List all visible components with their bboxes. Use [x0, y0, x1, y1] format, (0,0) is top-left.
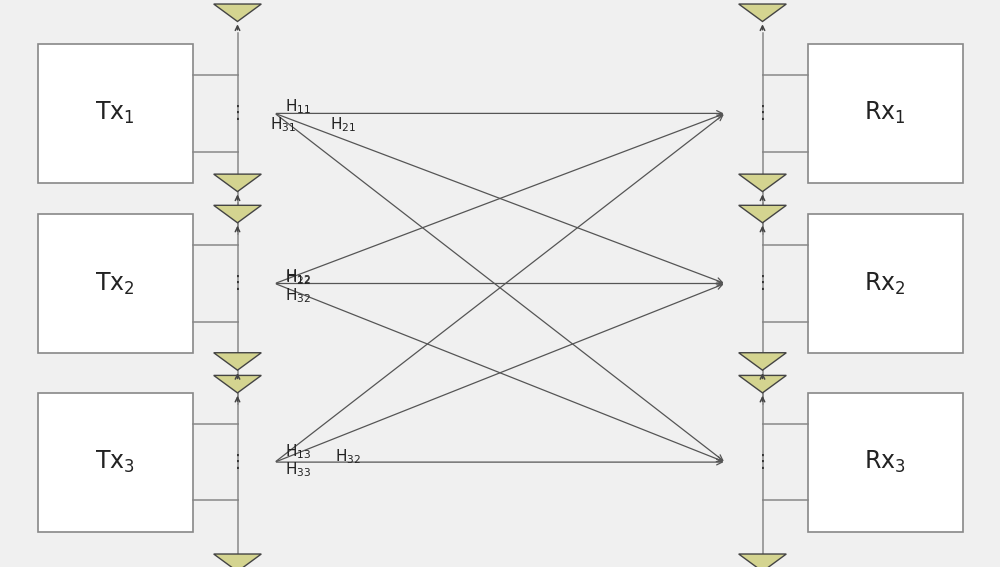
Text: Rx$_2$: Rx$_2$: [864, 270, 906, 297]
Text: ⋮: ⋮: [754, 274, 772, 293]
FancyBboxPatch shape: [38, 392, 192, 532]
Text: Tx$_1$: Tx$_1$: [95, 100, 135, 126]
Text: H$_{32}$: H$_{32}$: [285, 287, 311, 305]
Polygon shape: [739, 554, 786, 567]
Text: Rx$_3$: Rx$_3$: [864, 449, 906, 475]
FancyBboxPatch shape: [38, 214, 192, 353]
FancyBboxPatch shape: [808, 392, 962, 532]
Text: ⋮: ⋮: [754, 453, 772, 471]
Text: Rx$_1$: Rx$_1$: [864, 100, 906, 126]
Text: ⋮: ⋮: [228, 104, 246, 122]
Polygon shape: [739, 174, 786, 192]
Polygon shape: [739, 375, 786, 393]
Text: ⋮: ⋮: [228, 274, 246, 293]
Polygon shape: [214, 4, 261, 22]
Text: H$_{13}$: H$_{13}$: [285, 443, 311, 461]
Text: ⋮: ⋮: [754, 104, 772, 122]
Text: H$_{31}$: H$_{31}$: [270, 116, 296, 134]
Text: H$_{22}$: H$_{22}$: [285, 269, 311, 287]
Text: H$_{32}$: H$_{32}$: [335, 447, 361, 466]
Text: Tx$_2$: Tx$_2$: [95, 270, 135, 297]
Text: Tx$_3$: Tx$_3$: [95, 449, 135, 475]
Polygon shape: [739, 205, 786, 223]
Polygon shape: [739, 4, 786, 22]
Text: H$_{33}$: H$_{33}$: [285, 461, 311, 479]
Text: H$_{12}$: H$_{12}$: [285, 268, 311, 286]
FancyBboxPatch shape: [808, 44, 962, 183]
Text: ⋮: ⋮: [228, 453, 246, 471]
Polygon shape: [739, 353, 786, 370]
Polygon shape: [214, 554, 261, 567]
Text: H$_{11}$: H$_{11}$: [285, 98, 311, 116]
FancyBboxPatch shape: [808, 214, 962, 353]
Polygon shape: [214, 174, 261, 192]
FancyBboxPatch shape: [38, 44, 192, 183]
Polygon shape: [214, 353, 261, 370]
Text: H$_{21}$: H$_{21}$: [330, 116, 356, 134]
Polygon shape: [214, 375, 261, 393]
Polygon shape: [214, 205, 261, 223]
